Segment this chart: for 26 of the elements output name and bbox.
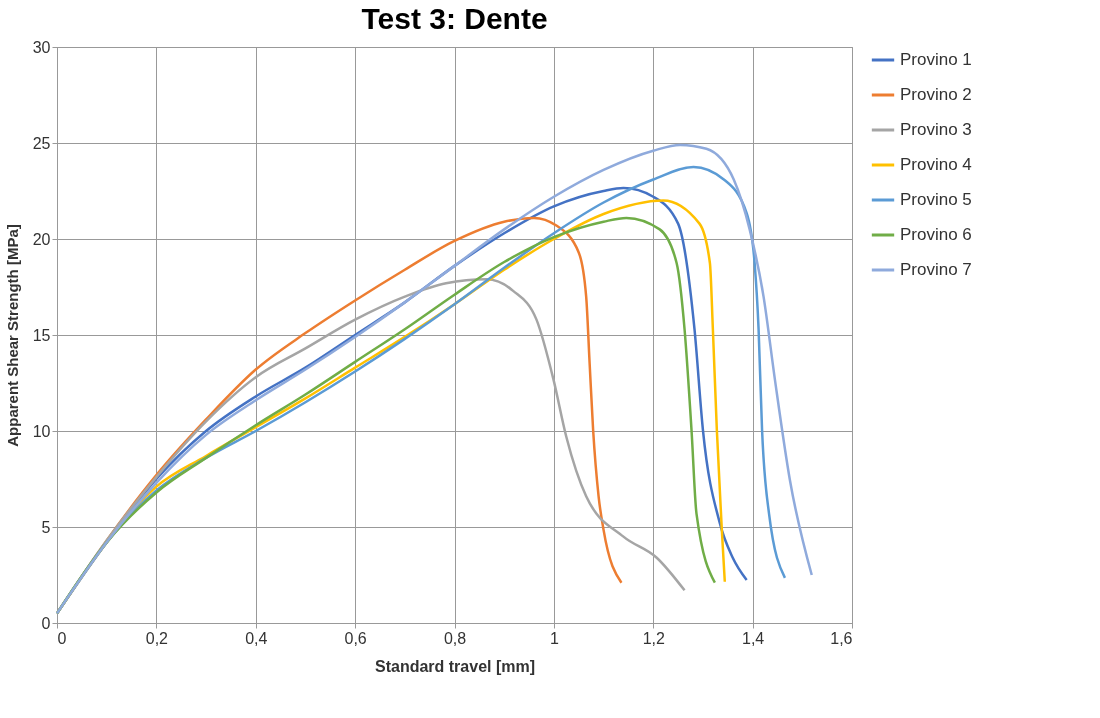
x-tick-label: 1,4	[742, 629, 765, 647]
legend-label: Provino 6	[900, 225, 972, 244]
x-tick-label: 1,2	[642, 629, 665, 647]
x-tick-label: 1	[549, 629, 559, 647]
y-tick-label: 10	[32, 422, 51, 440]
x-tick-label: 0,6	[344, 629, 367, 647]
y-axis-title: Apparent Shear Strength [MPa]	[3, 224, 21, 447]
x-tick-label: 0,8	[443, 629, 467, 647]
legend-label: Provino 5	[900, 190, 972, 209]
y-tick-label: 5	[41, 518, 51, 536]
y-tick-label: 25	[32, 134, 51, 152]
y-tick-label: 0	[41, 614, 51, 632]
y-tick-label: 15	[32, 326, 51, 344]
x-tick-label: 1,6	[830, 629, 853, 647]
legend-label: Provino 3	[900, 120, 972, 139]
legend-label: Provino 2	[900, 85, 972, 104]
x-tick-label: 0	[57, 629, 67, 647]
legend-label: Provino 4	[900, 155, 972, 174]
legend-label: Provino 7	[900, 260, 972, 279]
x-axis-title: Standard travel [mm]	[374, 657, 536, 675]
legend-label: Provino 1	[900, 50, 972, 69]
y-tick-label: 30	[32, 38, 51, 56]
y-tick-label: 20	[32, 230, 51, 248]
x-tick-label: 0,4	[245, 629, 268, 647]
x-tick-label: 0,2	[145, 629, 169, 647]
chart-title: Test 3: Dente	[361, 2, 548, 35]
